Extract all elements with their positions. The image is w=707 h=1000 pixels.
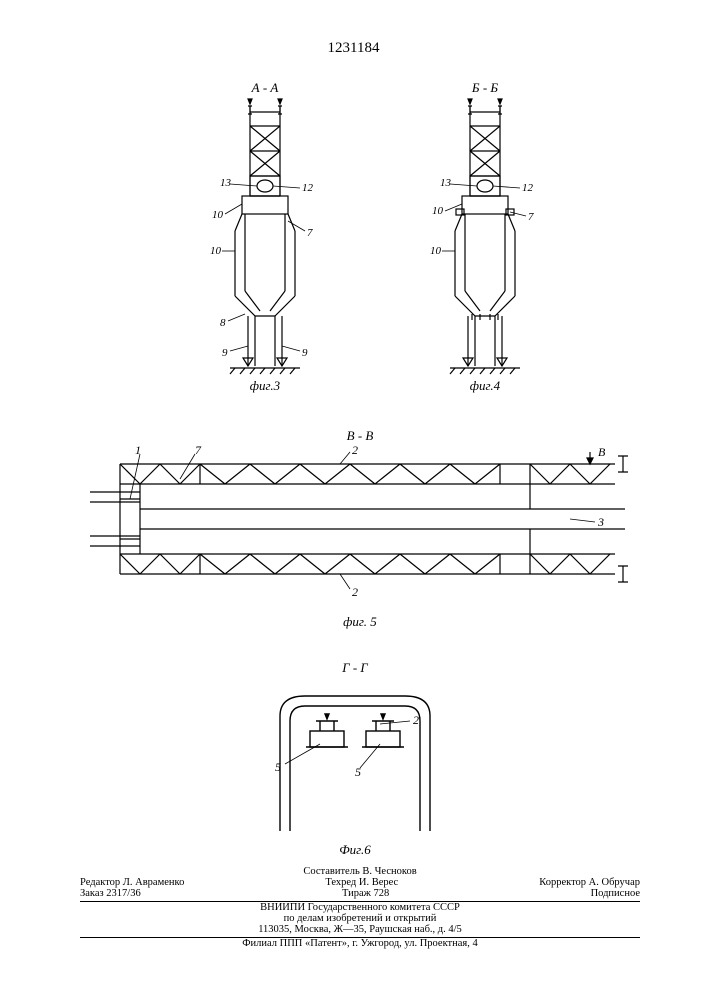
fig5-label-3: 3 [597,515,604,529]
fig5-caption: фиг. 5 [80,614,640,630]
footer-composer: Составитель В. Чесноков [80,866,640,877]
footer-address: 113035, Москва, Ж—35, Раушская наб., д. … [80,924,640,938]
fig3-drawing: 13 12 10 10 7 8 9 9 [200,96,330,386]
fig4-label-13: 13 [440,177,452,189]
fig5-label-2a: 2 [352,444,358,457]
fig3-caption: фиг.3 [200,378,330,394]
fig4-label-12: 12 [522,182,534,194]
fig6-label-5b: 5 [355,765,361,779]
footer-corrector: Корректор А. Обручар [539,877,640,888]
fig5-label-v: В [598,445,606,459]
footer-order: Заказ 2317/36 [80,888,141,899]
fig5-section-label: В - В [80,428,640,444]
patent-number: 1231184 [0,40,707,57]
fig4-label-10b: 10 [430,245,442,257]
fig4-drawing: 13 12 10 10 7 [420,96,550,386]
fig4-label-10a: 10 [432,205,444,217]
fig6-label-5a: 5 [275,760,281,774]
fig6-drawing: 2 5 5 [230,676,480,846]
fig3-container: А - А [200,80,330,394]
fig6-label-2: 2 [413,713,419,727]
fig3-label-7: 7 [307,227,313,239]
fig6-container: Г - Г 2 5 5 [230,660,480,858]
footer-tirazh: Тираж 728 [342,888,389,899]
fig3-label-8: 8 [220,317,226,329]
fig5-label-7: 7 [195,444,202,457]
fig6-section-label: Г - Г [230,660,480,676]
footer-block: Составитель В. Чесноков Редактор Л. Авра… [80,866,640,949]
fig3-section-label: А - А [200,80,330,96]
footer-subscription: Подписное [591,888,640,899]
fig4-caption: фиг.4 [420,378,550,394]
footer-filial: Филиал ППП «Патент», г. Ужгород, ул. Про… [80,938,640,949]
footer-editor: Редактор Л. Авраменко [80,877,184,888]
fig4-container: Б - Б [420,80,550,394]
fig3-label-10a: 10 [212,209,224,221]
fig3-label-13: 13 [220,177,232,189]
fig3-label-12: 12 [302,182,314,194]
fig4-section-label: Б - Б [420,80,550,96]
footer-org: ВНИИПИ Государственного комитета СССР [80,902,640,913]
fig5-drawing: 1 7 2 2 3 В [80,444,640,614]
fig5-container: В - В [80,428,640,630]
fig3-label-10b: 10 [210,245,222,257]
fig3-label-9b: 9 [302,347,308,359]
fig5-label-2b: 2 [352,585,358,599]
fig3-label-9a: 9 [222,347,228,359]
footer-tech-editor: Техред И. Верес [325,877,398,888]
footer-org2: по делам изобретений и открытий [80,913,640,924]
fig4-label-7: 7 [528,211,534,223]
fig6-caption: Фиг.6 [230,842,480,858]
fig5-label-1: 1 [135,444,141,457]
